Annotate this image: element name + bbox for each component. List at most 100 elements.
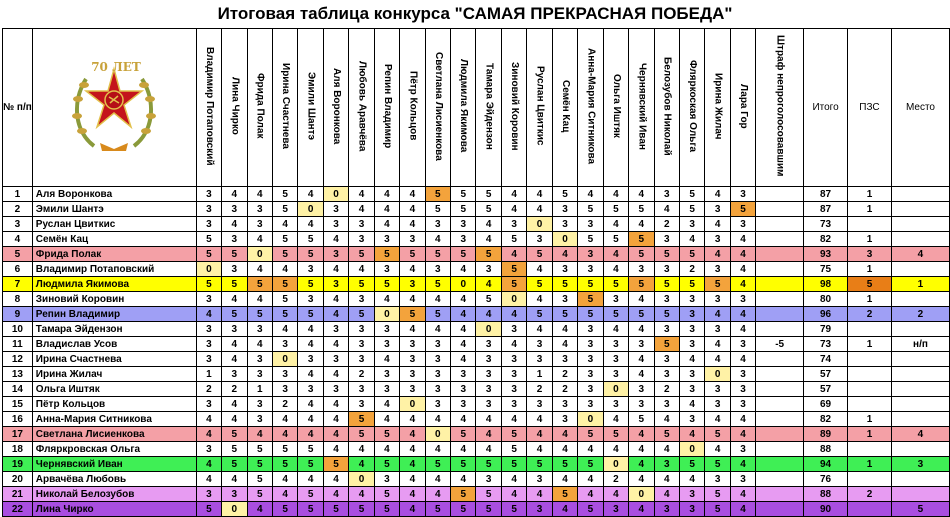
score-cell: 3 <box>246 321 273 337</box>
score-cell: 3 <box>221 261 248 277</box>
score-cell: 4 <box>399 216 426 232</box>
score-cell: 3 <box>526 351 553 367</box>
score-cell: 3 <box>551 396 579 412</box>
table-row: 5 Фрида Полак 5 5 0 5 5 3 5 5 5 5 5 5 4 5 4 3 4 5 5 5 4 4 93 3 4 <box>2 246 950 262</box>
score-cell: 4 <box>348 261 375 277</box>
score-cell: 2 <box>551 381 579 397</box>
score-cell: 5 <box>322 456 350 472</box>
score-cell: 5 <box>449 246 477 262</box>
score-cell: 5 <box>500 426 528 442</box>
score-cell: 5 <box>221 306 248 322</box>
participant-name: Фрида Полак <box>31 246 197 262</box>
score-cell: 4 <box>602 246 630 262</box>
score-cell: 5 <box>475 486 502 502</box>
score-cell: 4 <box>246 231 273 247</box>
score-cell: 5 <box>271 441 299 457</box>
score-cell: 4 <box>399 186 426 202</box>
score-cell: 3 <box>704 381 731 397</box>
penalty-cell <box>755 231 805 247</box>
total-cell: 76 <box>803 471 849 487</box>
score-cell: 3 <box>577 336 604 352</box>
score-cell: 3 <box>246 396 273 412</box>
score-cell: 4 <box>526 291 553 307</box>
place-cell: 5 <box>890 501 950 517</box>
score-cell: 5 <box>704 426 731 442</box>
emblem-text: 70 ЛЕТ <box>91 60 141 74</box>
score-cell: 3 <box>271 336 299 352</box>
table-row: 20 Арвачёва Любовь 4 4 5 4 4 4 0 3 4 4 4 3 4 3 4 4 2 4 4 4 3 3 7… <box>2 471 950 487</box>
score-cell: 4 <box>424 231 452 247</box>
table-row: 8 Зиновий Коровин 3 4 4 5 3 4 3 4 4 4 4 5 0 4 3 5 3 4 3 3 3 3 80… <box>2 291 950 307</box>
score-cell: 3 <box>348 351 375 367</box>
score-cell: 4 <box>500 246 528 262</box>
score-cell: 2 <box>526 381 553 397</box>
row-number: 10 <box>2 321 33 337</box>
score-cell: 4 <box>704 336 731 352</box>
score-cell: 3 <box>449 231 477 247</box>
score-cell: 3 <box>221 366 248 382</box>
judge-header: Фляркоская Ольга <box>678 28 706 187</box>
score-cell: 4 <box>729 231 757 247</box>
score-cell: 4 <box>322 426 350 442</box>
score-cell: 5 <box>551 306 579 322</box>
penalty-cell <box>755 411 805 427</box>
row-number: 12 <box>2 351 33 367</box>
judge-header: Тамара Эйдензон <box>475 28 502 187</box>
score-cell: 4 <box>628 186 655 202</box>
score-cell: 3 <box>373 381 401 397</box>
score-cell: 5 <box>577 426 604 442</box>
penalty-cell <box>755 381 805 397</box>
score-cell: 4 <box>704 351 731 367</box>
place-cell: 1 <box>890 276 950 292</box>
score-cell: 5 <box>500 261 528 277</box>
place-cell: 2 <box>890 306 950 322</box>
penalty-cell <box>755 246 805 262</box>
judge-header: Владимир Потаповский <box>195 28 223 187</box>
place-cell <box>890 396 950 412</box>
score-cell: 4 <box>704 246 731 262</box>
penalty-cell <box>755 306 805 322</box>
victory-emblem-icon: 70 ЛЕТ <box>72 60 157 151</box>
penalty-cell <box>755 501 805 517</box>
score-cell: 3 <box>221 321 248 337</box>
score-cell: 5 <box>246 276 273 292</box>
score-cell: 3 <box>653 321 680 337</box>
score-cell: 4 <box>526 426 553 442</box>
score-cell: 2 <box>348 366 375 382</box>
score-cell: 4 <box>373 201 401 217</box>
table-row: 4 Семён Кац 5 3 4 5 5 4 3 3 3 4 3 4 5 3 0 5 5 5 3 4 3 4 82 1 <box>2 231 950 247</box>
score-cell: 4 <box>246 426 273 442</box>
score-cell: 4 <box>348 186 375 202</box>
score-cell: 5 <box>271 501 299 517</box>
score-cell: 5 <box>526 306 553 322</box>
total-cell: 98 <box>803 276 849 292</box>
score-cell: 3 <box>500 381 528 397</box>
score-cell: 4 <box>322 336 350 352</box>
score-cell: 4 <box>526 261 553 277</box>
score-cell: 4 <box>246 186 273 202</box>
score-cell: 4 <box>729 486 757 502</box>
score-cell: 5 <box>297 441 324 457</box>
score-cell: 3 <box>602 351 630 367</box>
score-cell: 3 <box>449 366 477 382</box>
score-cell: 3 <box>551 351 579 367</box>
score-cell: 3 <box>678 486 706 502</box>
score-cell: 5 <box>373 501 401 517</box>
score-cell: 3 <box>628 381 655 397</box>
score-cell: 4 <box>399 426 426 442</box>
score-cell: 3 <box>602 396 630 412</box>
pzs-cell: 1 <box>847 336 892 352</box>
score-cell: 5 <box>373 486 401 502</box>
score-cell: 4 <box>399 201 426 217</box>
penalty-cell <box>755 396 805 412</box>
score-cell: 3 <box>424 216 452 232</box>
penalty-cell <box>755 351 805 367</box>
score-cell: 3 <box>678 321 706 337</box>
score-cell: 0 <box>221 501 248 517</box>
score-cell: 3 <box>424 381 452 397</box>
score-cell: 3 <box>195 486 223 502</box>
score-cell: 3 <box>678 381 706 397</box>
score-cell: 0 <box>602 381 630 397</box>
score-cell: 3 <box>322 246 350 262</box>
score-cell: 4 <box>246 501 273 517</box>
